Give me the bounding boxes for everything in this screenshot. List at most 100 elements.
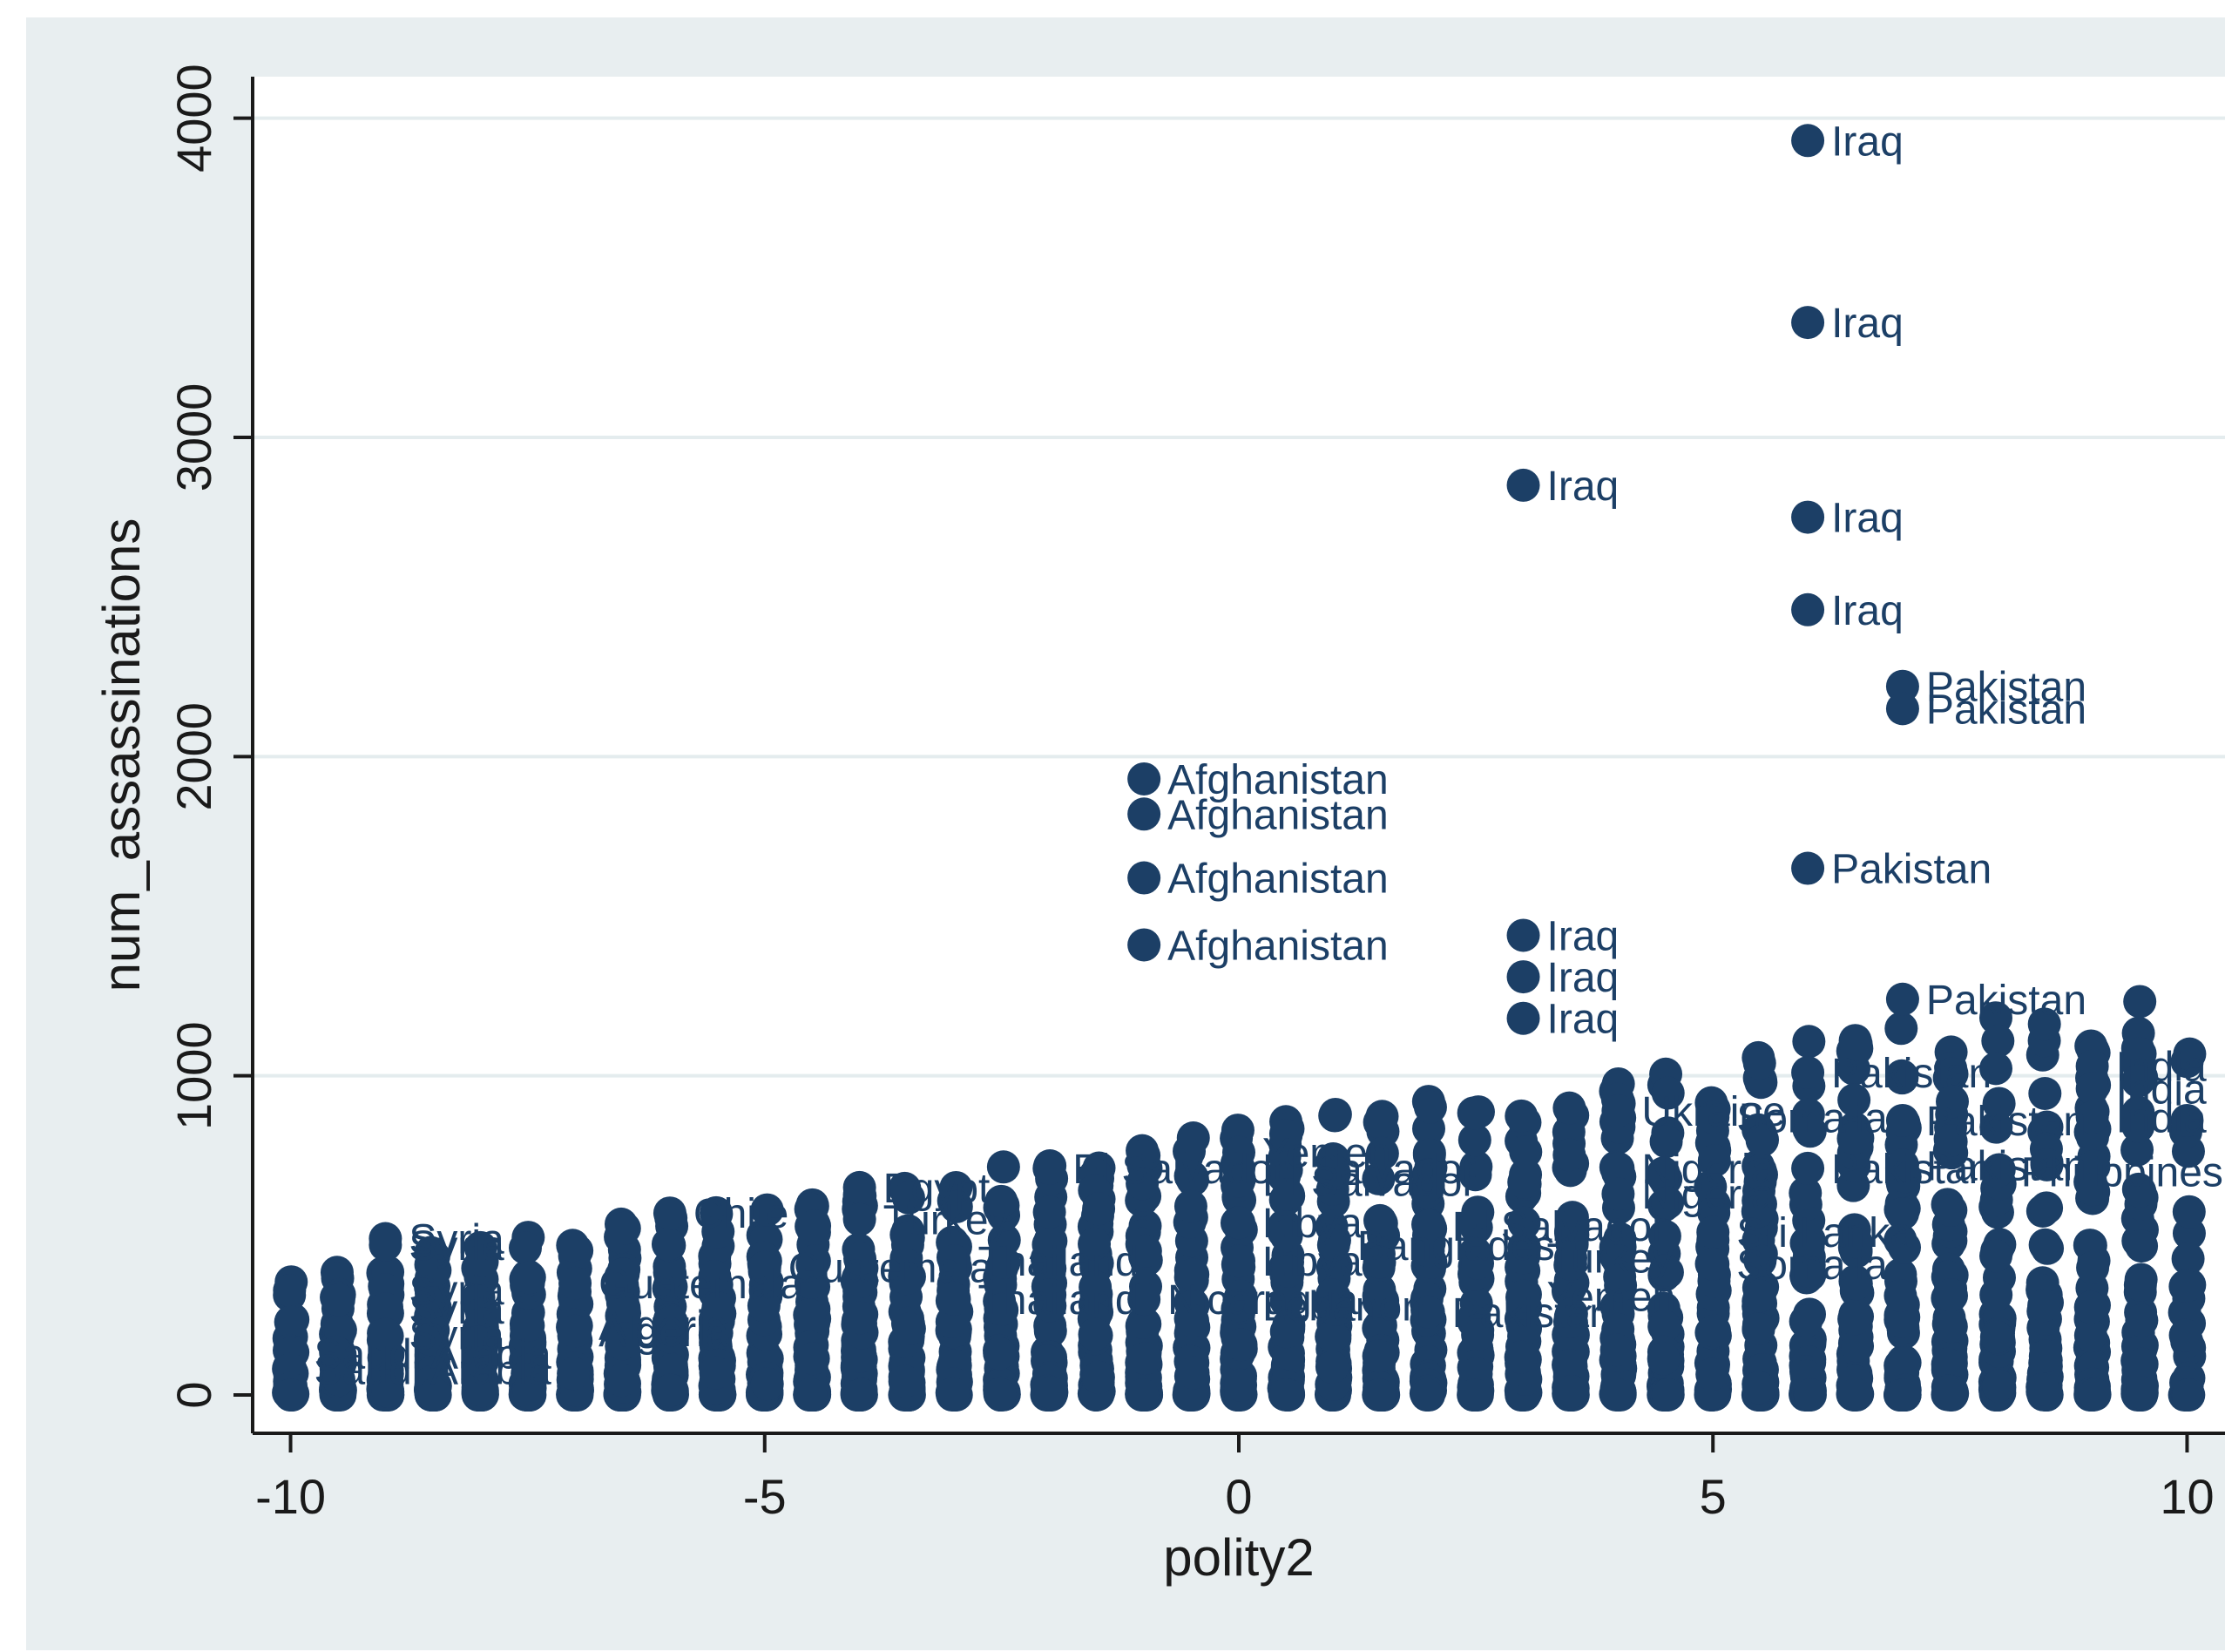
data-point xyxy=(369,1292,402,1326)
background-point xyxy=(1793,1114,1827,1148)
background-point xyxy=(1697,1314,1731,1348)
data-point xyxy=(1696,1100,1730,1134)
point-label: Afghanistan xyxy=(1167,792,1389,838)
background-point xyxy=(1175,1160,1209,1194)
background-point xyxy=(1410,1378,1444,1412)
y-tick-label: 3000 xyxy=(166,383,221,492)
background-point xyxy=(1078,1227,1112,1261)
data-point xyxy=(1127,861,1161,895)
background-point xyxy=(1362,1339,1396,1373)
background-point xyxy=(888,1364,922,1398)
point-label: Iraq xyxy=(1547,913,1620,959)
background-point xyxy=(843,1301,877,1335)
background-point xyxy=(1793,1378,1827,1412)
background-point xyxy=(1651,1076,1685,1110)
point-labels: IraqIraqIraqIraqIraqPakistanPakistanAfgh… xyxy=(314,118,2223,1393)
background-point xyxy=(1412,1158,1446,1192)
background-point xyxy=(2170,1103,2204,1137)
point-label: Philippines xyxy=(2021,1150,2223,1196)
background-point xyxy=(2123,1268,2157,1302)
background-point xyxy=(2028,1339,2062,1373)
point-label: Pakistan xyxy=(1452,1290,1613,1337)
background-point xyxy=(1837,1083,1871,1117)
background-point xyxy=(701,1215,735,1249)
background-point xyxy=(1173,1189,1207,1223)
background-point xyxy=(319,1335,353,1369)
background-point xyxy=(2076,1250,2110,1284)
background-point xyxy=(1789,1176,1823,1210)
point-label: Saudi Arabia xyxy=(314,1348,552,1394)
background-point xyxy=(1033,1251,1067,1285)
point-label: Guatemala xyxy=(599,1262,803,1308)
point-label: Pakistan xyxy=(1926,665,2086,711)
background-point xyxy=(1224,1328,1258,1362)
background-point xyxy=(2171,1242,2205,1276)
background-point xyxy=(1741,1195,1775,1229)
background-point xyxy=(1269,1118,1303,1152)
background-point xyxy=(843,1339,877,1373)
background-point xyxy=(1839,1225,1873,1259)
background-point xyxy=(2073,1318,2107,1352)
background-point xyxy=(1269,1315,1303,1349)
background-point xyxy=(1982,1087,2016,1121)
background-point xyxy=(556,1229,590,1263)
background-point xyxy=(1934,1278,1968,1312)
point-label: Yemen xyxy=(1262,1131,1391,1177)
background-point xyxy=(1318,1099,1352,1133)
point-label: Syria xyxy=(409,1312,504,1358)
background-point xyxy=(1885,1196,1919,1230)
background-point xyxy=(1887,1230,1921,1264)
background-point xyxy=(1884,1059,1918,1093)
background-point xyxy=(892,1312,926,1346)
background-point xyxy=(1883,1279,1917,1313)
background-point xyxy=(1647,1219,1681,1253)
background-point xyxy=(1887,1378,1921,1412)
data-point xyxy=(1791,124,1825,158)
background-point xyxy=(2027,1007,2061,1041)
data-point xyxy=(1791,500,1825,534)
tick-labels: -10 -5 0 5 10 0 1000 2000 3000 4000 xyxy=(166,64,2215,1524)
background-point xyxy=(2120,1133,2154,1167)
background-point xyxy=(983,1337,1017,1371)
background-point xyxy=(1461,1195,1495,1229)
point-label: Somalia xyxy=(1736,1242,1888,1289)
background-point xyxy=(1081,1360,1115,1394)
point-label: El Salvador xyxy=(1072,1147,1286,1193)
data-point xyxy=(1222,1164,1255,1198)
y-tick-label: 4000 xyxy=(166,64,221,173)
background-point xyxy=(1034,1224,1068,1258)
background-point xyxy=(1647,1156,1681,1190)
point-label: Iraq xyxy=(1547,997,1620,1043)
background-point xyxy=(1552,1349,1586,1383)
point-label: Iraq xyxy=(1547,955,1620,1001)
background-point xyxy=(1649,1125,1683,1159)
background-point xyxy=(653,1256,686,1290)
background-point xyxy=(1556,1209,1590,1242)
background-point xyxy=(1269,1284,1303,1318)
background-point xyxy=(797,1244,831,1278)
x-axis-title: polity2 xyxy=(1163,1528,1314,1587)
background-point xyxy=(1224,1368,1258,1402)
x-tick-label: 5 xyxy=(1700,1469,1727,1524)
background-point xyxy=(511,1309,545,1343)
data-point xyxy=(1791,592,1825,626)
background-point xyxy=(1034,1376,1068,1410)
data-point xyxy=(1411,1209,1445,1242)
background-point xyxy=(2125,1303,2159,1337)
data-point xyxy=(1506,918,1540,952)
background-point xyxy=(794,1378,828,1412)
point-label: El Salvador xyxy=(1262,1160,1476,1206)
background-point xyxy=(986,1150,1020,1184)
background-point xyxy=(1176,1121,1210,1155)
point-label: Afghanistan xyxy=(1167,856,1389,903)
background-point xyxy=(1647,1342,1681,1376)
background-point xyxy=(414,1285,448,1319)
background-point xyxy=(465,1244,499,1278)
background-point xyxy=(1981,1024,2015,1058)
data-point xyxy=(1506,1001,1540,1035)
background-point xyxy=(321,1363,355,1397)
background-point xyxy=(512,1376,546,1410)
background-point xyxy=(1461,1317,1495,1351)
background-point xyxy=(798,1209,832,1242)
